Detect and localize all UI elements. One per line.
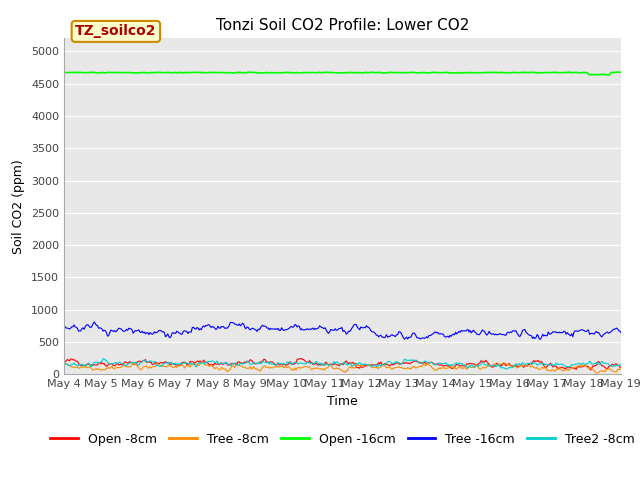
- Y-axis label: Soil CO2 (ppm): Soil CO2 (ppm): [12, 159, 26, 254]
- Title: Tonzi Soil CO2 Profile: Lower CO2: Tonzi Soil CO2 Profile: Lower CO2: [216, 18, 469, 33]
- Legend: Open -8cm, Tree -8cm, Open -16cm, Tree -16cm, Tree2 -8cm: Open -8cm, Tree -8cm, Open -16cm, Tree -…: [45, 428, 639, 451]
- X-axis label: Time: Time: [327, 395, 358, 408]
- Text: TZ_soilco2: TZ_soilco2: [75, 24, 157, 38]
